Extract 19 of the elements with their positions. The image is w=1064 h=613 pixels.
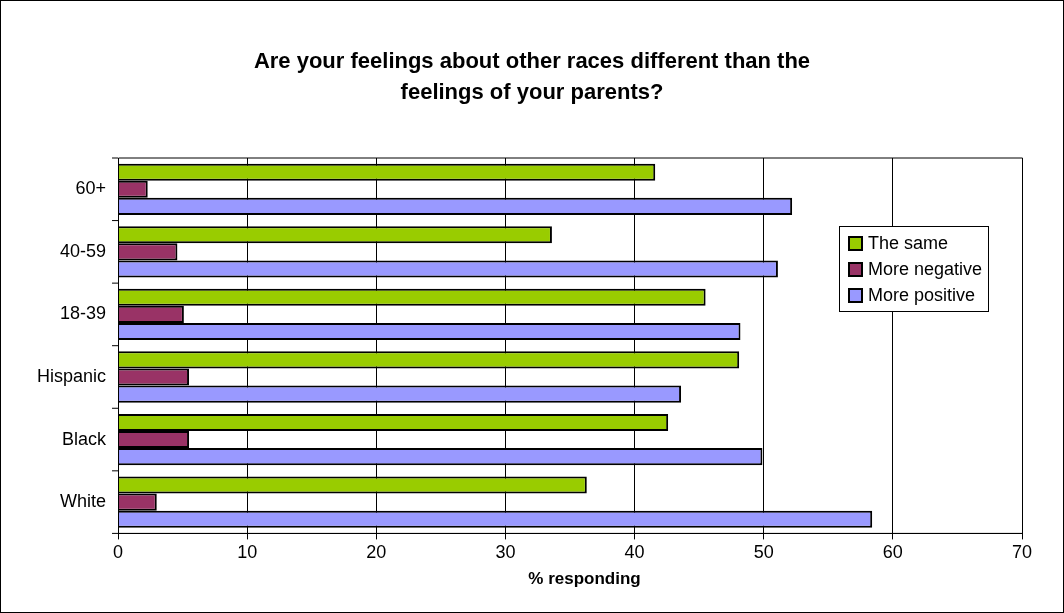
y-tick-label: 18-39 (59, 303, 107, 324)
x-tick-label: 10 (237, 542, 258, 563)
x-tick-label: 30 (495, 542, 516, 563)
x-axis-title: % responding (527, 569, 642, 589)
x-tick-label: 70 (1011, 542, 1033, 563)
y-tick-label: 40-59 (59, 240, 107, 261)
y-tick-label: White (60, 491, 107, 512)
legend-label: More negative (868, 258, 983, 280)
x-tick-label: 40 (624, 542, 645, 563)
x-tick-label: 60 (882, 542, 903, 563)
y-tick-label: Hispanic (37, 365, 107, 386)
x-tick-label: 50 (753, 542, 774, 563)
x-tick-label: 20 (366, 542, 387, 563)
chart-title: Are your feelings about other races different than the feelings of your parents? (252, 47, 812, 106)
legend-label: The same (868, 232, 949, 254)
legend-label: More positive (868, 284, 976, 306)
y-tick-label: 60+ (75, 178, 107, 199)
x-tick-label: 0 (113, 542, 124, 563)
y-tick-label: Black (62, 428, 108, 449)
